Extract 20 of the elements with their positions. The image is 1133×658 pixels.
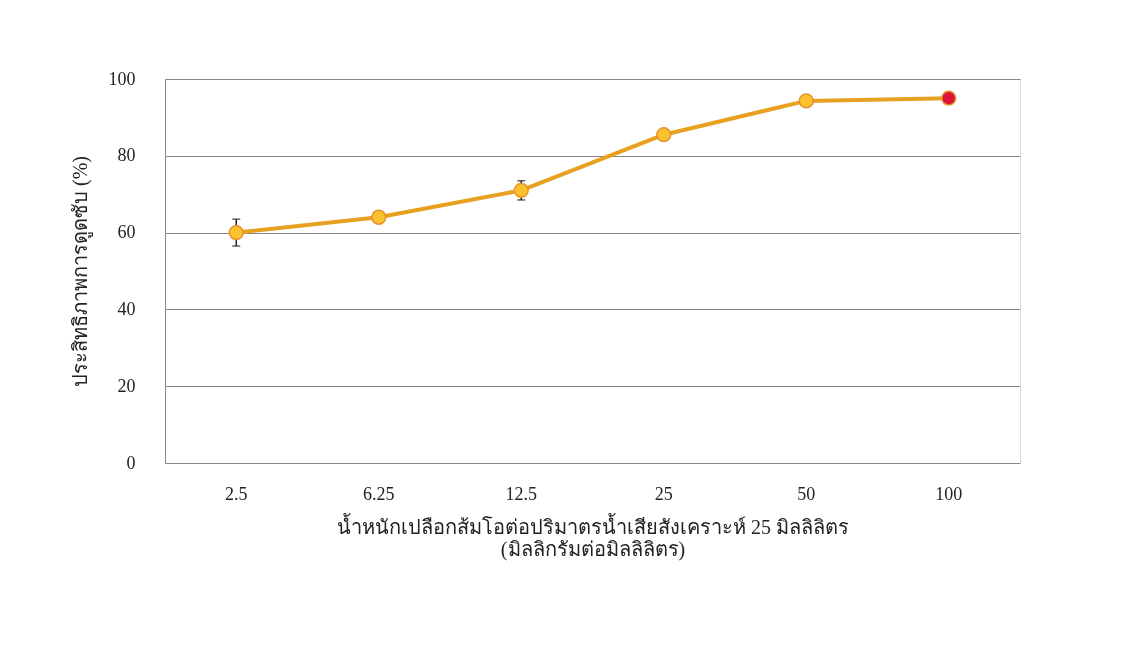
y-tick-label: 60 xyxy=(117,222,136,243)
point xyxy=(798,93,814,109)
x-tick-label: 25 xyxy=(654,483,673,504)
x-tick-label: 100 xyxy=(935,483,963,504)
y-tick-label: 80 xyxy=(117,145,136,166)
y-tick-label: 20 xyxy=(117,375,136,396)
x-tick-label: 6.25 xyxy=(363,483,395,504)
y-tick-label: 0 xyxy=(126,452,136,473)
x-axis-title: น้ำหนักเปลือกส้มโอต่อปริมาตรน้ำเสียสังเคราะห์ 25 มิลลิลิตร (มิลลิกรัมต่อมิลลิลิตร) xyxy=(337,512,849,561)
point xyxy=(656,127,672,143)
y-tick-label: 40 xyxy=(117,298,136,319)
y-axis-title: ประสิทธิภาพการดูดซับ (%) xyxy=(68,156,93,387)
point xyxy=(513,182,529,198)
x-tick-label: 2.5 xyxy=(225,483,248,504)
point xyxy=(228,224,244,241)
y-tick-label: 100 xyxy=(108,68,136,89)
x-tick-label: 50 xyxy=(797,483,816,504)
point xyxy=(941,90,957,106)
x-tick-label: 12.5 xyxy=(505,483,537,504)
point xyxy=(371,209,387,225)
